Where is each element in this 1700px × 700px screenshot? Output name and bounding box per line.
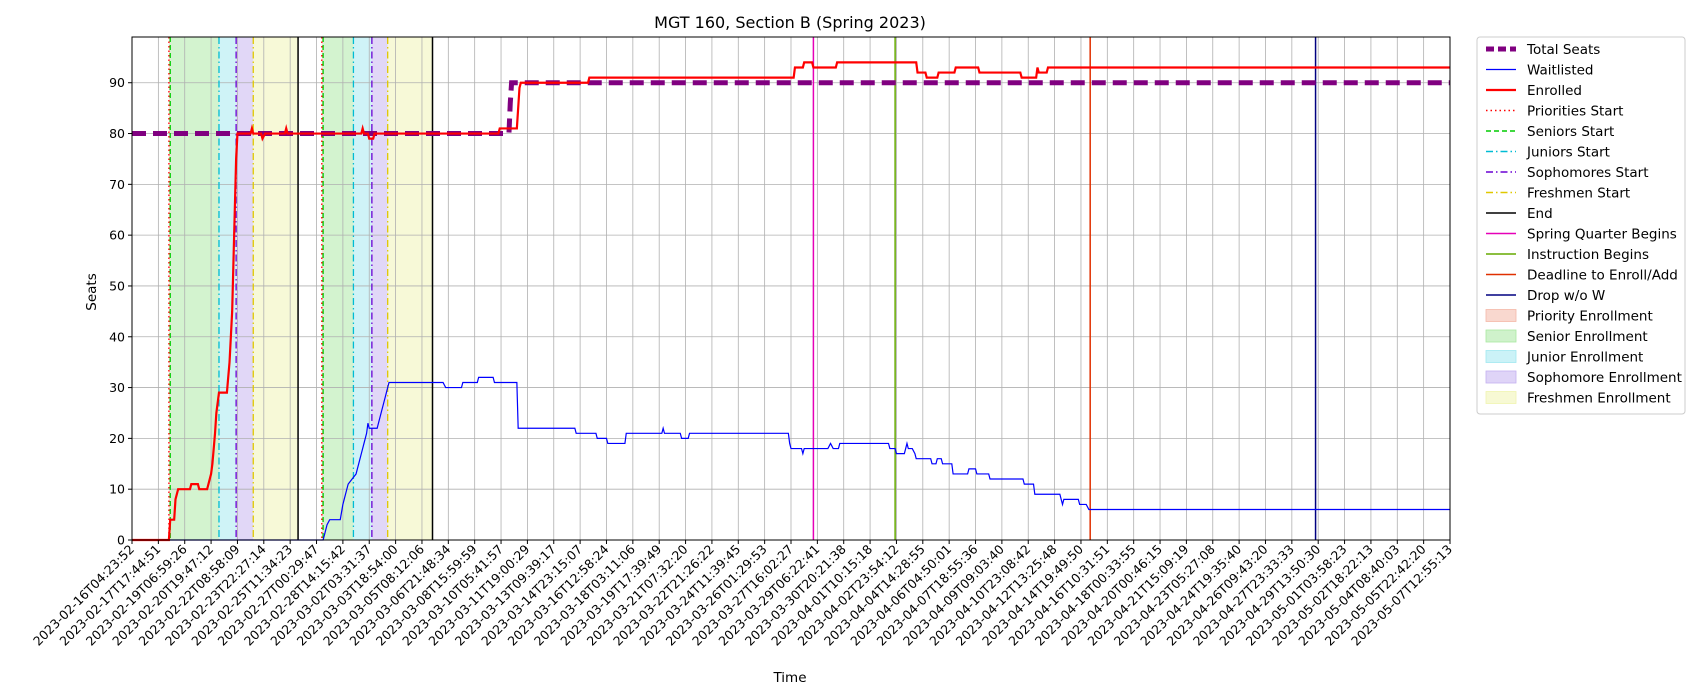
band-4-0 — [253, 37, 299, 540]
legend-label-5: Juniors Start — [1526, 145, 1610, 161]
band-3-1 — [371, 37, 388, 540]
enrollment-bands — [168, 37, 433, 540]
legend-label-10: Instruction Begins — [1527, 247, 1649, 263]
y-tick-label-6: 60 — [109, 228, 125, 243]
y-tick-label-2: 20 — [109, 431, 125, 446]
legend-swatch-17 — [1485, 391, 1517, 404]
series-line-2 — [132, 61, 1450, 542]
legend-box — [1476, 36, 1686, 415]
legend-label-9: Spring Quarter Begins — [1527, 227, 1677, 243]
legend-label-2: Enrolled — [1527, 83, 1582, 99]
y-axis-ticks: 0 10 20 30 40 50 60 70 80 90 — [109, 75, 132, 548]
band-1-1 — [323, 37, 354, 540]
legend-label-15: Junior Enrollment — [1526, 350, 1643, 366]
y-tick-label-3: 30 — [109, 380, 125, 395]
legend-label-6: Sophomores Start — [1527, 165, 1649, 181]
legend-label-4: Seniors Start — [1527, 124, 1614, 140]
grid-lines — [131, 37, 1451, 541]
band-4-1 — [387, 37, 433, 540]
data-series — [132, 61, 1450, 542]
legend-swatch-14 — [1485, 329, 1517, 343]
legend-label-8: End — [1527, 206, 1553, 222]
y-axis-label: Seats — [84, 273, 100, 310]
legend-label-17: Freshmen Enrollment — [1527, 391, 1671, 407]
legend: Total Seats Waitlisted Enrolled Priorities … — [1476, 36, 1686, 415]
chart-title: MGT 160, Section B (Spring 2023) — [654, 13, 926, 32]
phase-lines — [168, 37, 434, 540]
band-3-0 — [236, 37, 254, 540]
y-tick-label-8: 80 — [109, 126, 125, 141]
legend-label-16: Sophomore Enrollment — [1527, 370, 1682, 386]
band-2-1 — [353, 37, 372, 540]
legend-label-13: Priority Enrollment — [1527, 309, 1653, 325]
x-axis-ticks: 2023-02-16T04:23:522023-02-17T17:44:5120… — [30, 540, 1455, 649]
legend-label-11: Deadline to Enroll/Add — [1527, 268, 1678, 284]
band-2-0 — [218, 37, 237, 540]
legend-swatch-16 — [1485, 370, 1517, 384]
event-lines — [812, 37, 1317, 540]
x-axis-label: Time — [772, 670, 806, 686]
y-tick-label-5: 50 — [109, 278, 125, 293]
legend-label-12: Drop w/o W — [1527, 288, 1605, 304]
y-tick-label-7: 70 — [109, 177, 125, 192]
band-0-1 — [321, 37, 324, 540]
legend-label-1: Waitlisted — [1527, 63, 1594, 79]
y-tick-label-0: 0 — [117, 533, 125, 548]
band-0-0 — [168, 37, 171, 540]
legend-label-14: Senior Enrollment — [1527, 329, 1648, 345]
series-line-1 — [132, 376, 1450, 541]
y-tick-label-9: 90 — [109, 75, 125, 90]
y-tick-label-4: 40 — [109, 329, 125, 344]
y-tick-label-1: 10 — [109, 482, 125, 497]
legend-label-0: Total Seats — [1526, 42, 1600, 58]
series-line-0 — [132, 80, 1450, 137]
legend-label-3: Priorities Start — [1527, 104, 1623, 120]
legend-swatch-13 — [1485, 309, 1517, 322]
legend-label-7: Freshmen Start — [1527, 186, 1630, 202]
legend-swatch-15 — [1485, 350, 1517, 363]
